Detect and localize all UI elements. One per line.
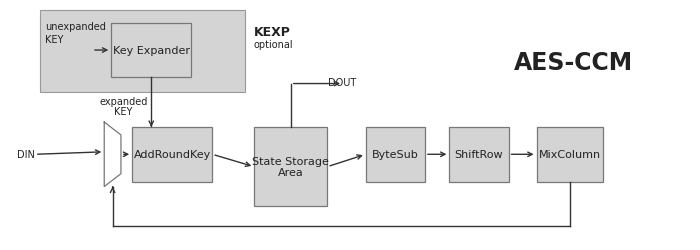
Text: DIN: DIN [18, 150, 35, 160]
Text: MixColumn: MixColumn [538, 150, 601, 160]
Bar [536, 128, 603, 182]
Bar [40, 11, 246, 93]
Text: Key Expander: Key Expander [113, 46, 190, 56]
Text: ShiftRow: ShiftRow [455, 150, 503, 160]
Text: ByteSub: ByteSub [372, 150, 419, 160]
Text: expanded: expanded [99, 96, 148, 106]
Text: AES-CCM: AES-CCM [514, 51, 633, 75]
Bar [111, 24, 191, 78]
Bar [254, 128, 328, 206]
Text: DOUT: DOUT [328, 78, 356, 88]
Bar [365, 128, 425, 182]
Text: State Storage
Area: State Storage Area [252, 156, 329, 178]
Text: KEXP: KEXP [254, 26, 290, 39]
Text: optional: optional [254, 40, 293, 50]
Text: unexpanded: unexpanded [46, 22, 106, 32]
Bar [449, 128, 509, 182]
Bar [132, 128, 212, 182]
Text: KEY: KEY [114, 106, 132, 117]
Text: AddRoundKey: AddRoundKey [134, 150, 211, 160]
Text: KEY: KEY [46, 35, 64, 45]
